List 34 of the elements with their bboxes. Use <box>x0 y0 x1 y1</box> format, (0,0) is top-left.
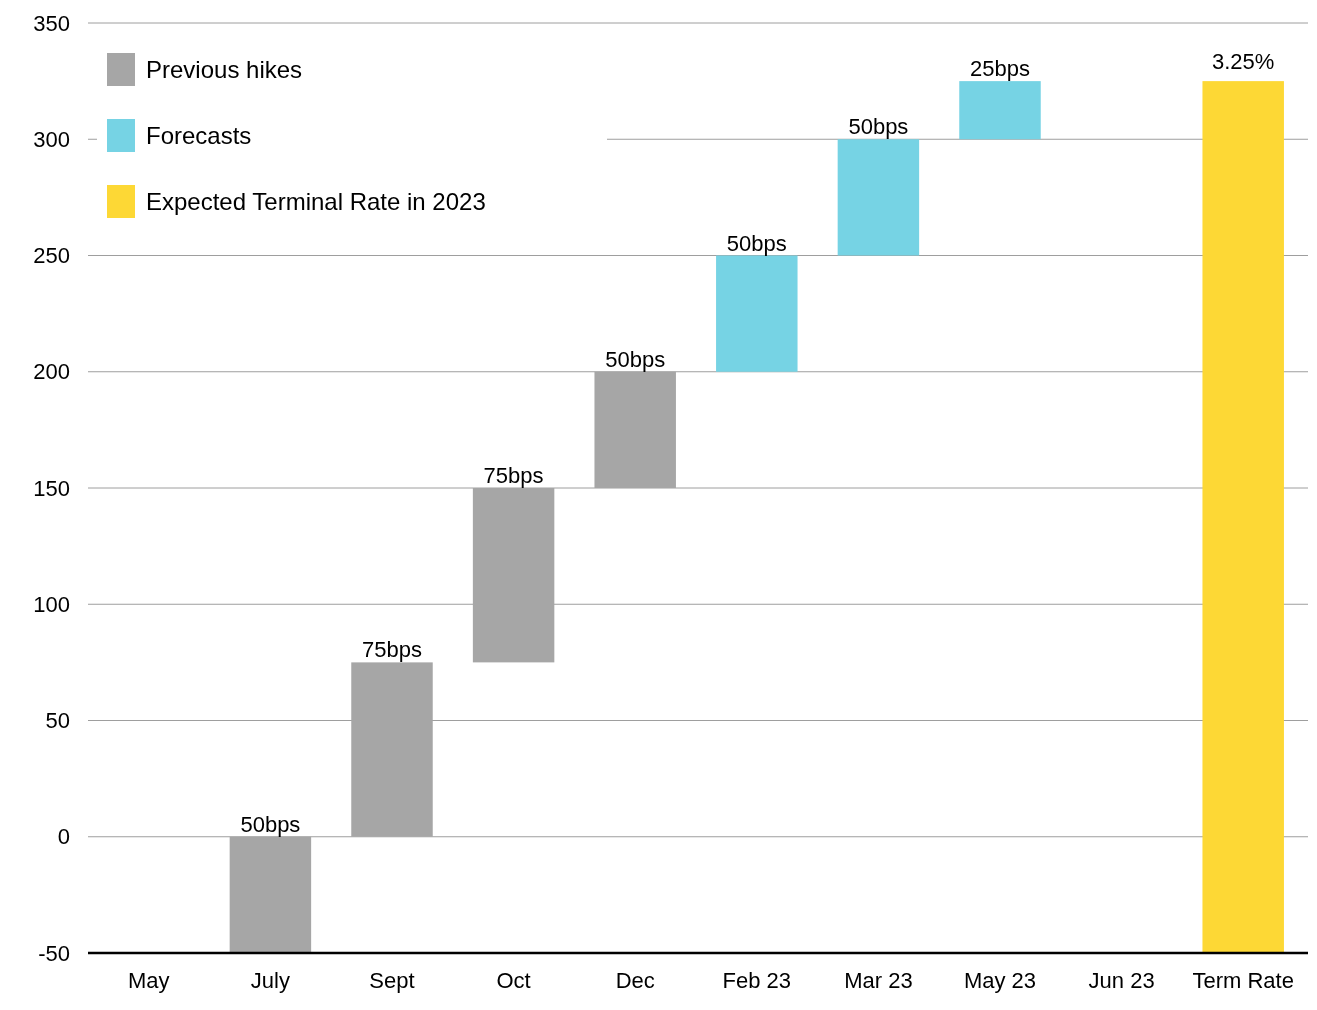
x-tick-label: Mar 23 <box>844 968 913 993</box>
bar <box>716 255 798 372</box>
y-tick-label: 200 <box>33 359 70 385</box>
x-tick-label: May <box>128 968 170 993</box>
legend-label: Expected Terminal Rate in 2023 <box>146 188 486 216</box>
x-tick-label: Dec <box>615 968 655 993</box>
legend-label: Previous hikes <box>146 56 303 84</box>
y-tick-label: 50 <box>45 708 70 734</box>
data-label: 25bps <box>970 56 1030 82</box>
y-tick-label: 0 <box>57 824 70 850</box>
x-tick-label: July <box>250 968 290 993</box>
y-tick-label: 100 <box>33 591 70 617</box>
data-label: 50bps <box>240 811 301 837</box>
data-label: 50bps <box>605 346 666 372</box>
data-label: 75bps <box>483 463 544 488</box>
x-tick-label: Jun 23 <box>1088 968 1155 993</box>
y-tick-label: -50 <box>38 940 70 966</box>
x-tick-label: Term Rate <box>1192 968 1294 993</box>
legend-label: Forecasts <box>146 122 252 150</box>
data-label: 75bps <box>362 637 422 663</box>
annotation: 3.25% <box>1212 49 1275 75</box>
y-tick-label: 300 <box>33 126 70 152</box>
x-tick-label: Oct <box>496 968 531 993</box>
x-tick-label: Feb 23 <box>722 968 792 993</box>
bar <box>1202 81 1284 953</box>
bar <box>837 139 920 256</box>
x-tick-label: Sept <box>369 968 415 993</box>
bar <box>959 81 1041 140</box>
data-label: 50bps <box>726 230 787 256</box>
data-label: 50bps <box>848 114 909 140</box>
y-tick-label: 350 <box>33 10 70 36</box>
x-tick-label: May 23 <box>963 968 1037 993</box>
y-tick-label: 250 <box>33 243 70 269</box>
y-tick-label: 150 <box>33 475 70 501</box>
